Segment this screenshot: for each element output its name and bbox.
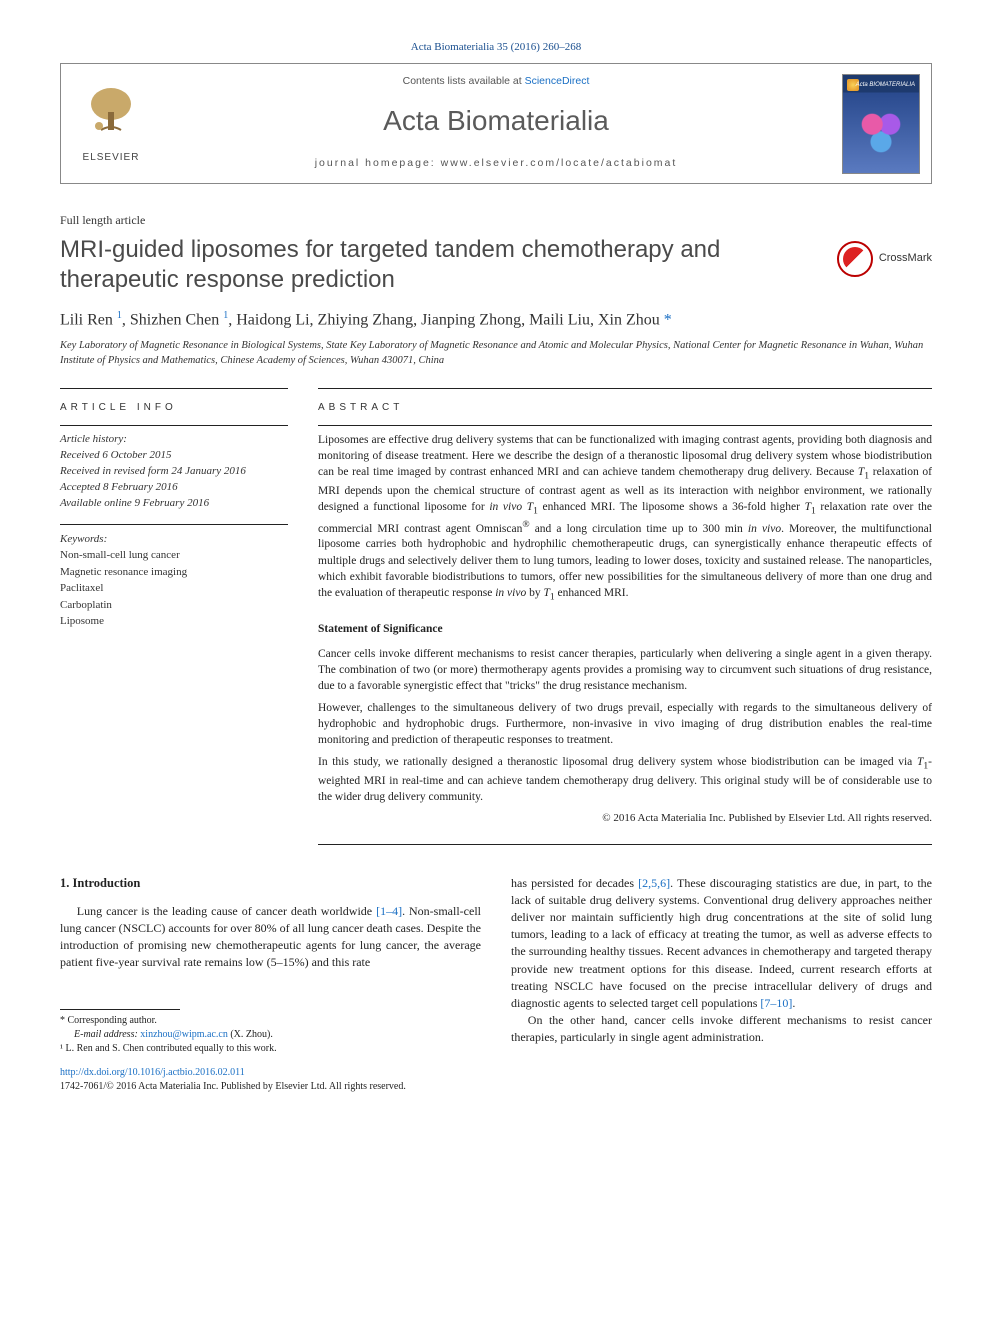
abstract-text: Liposomes are effective drug delivery sy… xyxy=(318,426,932,618)
statement-text: Cancer cells invoke different mechanisms… xyxy=(318,646,932,805)
email-line: E-mail address: xinzhou@wipm.ac.cn (X. Z… xyxy=(60,1028,481,1042)
article-history: Article history: Received 6 October 2015… xyxy=(60,426,288,524)
publisher-logo-cell: ELSEVIER xyxy=(61,64,161,183)
corresponding-author-note: * Corresponding author. xyxy=(60,1014,481,1028)
affiliation: Key Laboratory of Magnetic Resonance in … xyxy=(60,339,932,367)
authors-line: Lili Ren 1, Shizhen Chen 1, Haidong Li, … xyxy=(60,309,932,332)
issn-copyright: 1742-7061/© 2016 Acta Materialia Inc. Pu… xyxy=(60,1081,406,1092)
journal-homepage: journal homepage: www.elsevier.com/locat… xyxy=(169,156,823,171)
body-column-left: 1. Introduction Lung cancer is the leadi… xyxy=(60,875,481,1094)
body-column-right: has persisted for decades [2,5,6]. These… xyxy=(511,875,932,1094)
intro-para-cont: has persisted for decades [2,5,6]. These… xyxy=(511,875,932,1011)
author-email-link[interactable]: xinzhou@wipm.ac.cn xyxy=(140,1029,228,1040)
sciencedirect-link[interactable]: ScienceDirect xyxy=(525,75,590,87)
abstract-copyright: © 2016 Acta Materialia Inc. Published by… xyxy=(318,811,932,826)
journal-homepage-url[interactable]: www.elsevier.com/locate/actabiomat xyxy=(441,157,678,169)
footnotes: * Corresponding author. E-mail address: … xyxy=(60,1009,481,1056)
citation-ref: Acta Biomaterialia 35 (2016) 260–268 xyxy=(60,40,932,55)
intro-para: Lung cancer is the leading cause of canc… xyxy=(60,903,481,971)
keyword: Carboplatin xyxy=(60,599,112,611)
journal-name: Acta Biomaterialia xyxy=(169,101,823,140)
doi-link[interactable]: http://dx.doi.org/10.1016/j.actbio.2016.… xyxy=(60,1067,245,1078)
keyword: Paclitaxel xyxy=(60,582,103,594)
equal-contribution-note: ¹ L. Ren and S. Chen contributed equally… xyxy=(60,1042,481,1056)
contents-available: Contents lists available at ScienceDirec… xyxy=(169,74,823,89)
intro-heading: 1. Introduction xyxy=(60,875,481,893)
journal-header: ELSEVIER Contents lists available at Sci… xyxy=(60,63,932,184)
page-footer: http://dx.doi.org/10.1016/j.actbio.2016.… xyxy=(60,1066,481,1094)
article-title: MRI-guided liposomes for targeted tandem… xyxy=(60,235,780,295)
elsevier-wordmark: ELSEVIER xyxy=(81,151,141,165)
journal-cover-thumb: Acta BIOMATERIALIA xyxy=(842,74,920,174)
crossmark-label: CrossMark xyxy=(879,251,932,266)
article-type: Full length article xyxy=(60,212,932,229)
keywords-block: Keywords: Non-small-cell lung cancer Mag… xyxy=(60,525,288,636)
keyword: Non-small-cell lung cancer xyxy=(60,549,180,561)
elsevier-tree-icon xyxy=(81,82,141,142)
abstract-heading: ABSTRACT xyxy=(318,389,932,425)
crossmark-widget[interactable]: CrossMark xyxy=(837,241,932,277)
journal-cover-cell: Acta BIOMATERIALIA xyxy=(831,64,931,183)
keyword: Liposome xyxy=(60,615,104,627)
intro-para-2: On the other hand, cancer cells invoke d… xyxy=(511,1012,932,1046)
keyword: Magnetic resonance imaging xyxy=(60,566,187,578)
article-info-heading: ARTICLE INFO xyxy=(60,389,288,425)
crossmark-icon xyxy=(837,241,873,277)
statement-heading: Statement of Significance xyxy=(318,621,932,637)
